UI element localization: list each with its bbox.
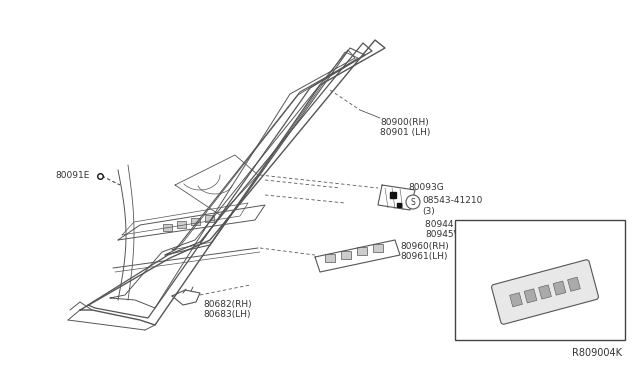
Text: 80682(RH): 80682(RH): [203, 300, 252, 309]
Text: LH POWER WDW: LH POWER WDW: [499, 234, 581, 244]
Bar: [373, 244, 383, 251]
Text: 80945W(LH): 80945W(LH): [425, 230, 481, 239]
Bar: [568, 277, 580, 291]
Bar: [177, 221, 186, 228]
Bar: [509, 293, 522, 307]
FancyBboxPatch shape: [492, 260, 598, 324]
Text: (3): (3): [422, 207, 435, 216]
Text: 80929: 80929: [473, 287, 502, 296]
Bar: [205, 215, 214, 222]
Bar: [191, 218, 200, 225]
Bar: [455, 220, 625, 340]
Bar: [325, 254, 335, 262]
Text: 80683(LH): 80683(LH): [203, 310, 250, 319]
Bar: [539, 285, 552, 299]
Text: 80091E: 80091E: [55, 171, 90, 180]
Text: 80961(LH): 80961(LH): [400, 252, 447, 261]
Bar: [553, 281, 566, 295]
Bar: [524, 289, 537, 303]
Text: S: S: [411, 198, 415, 206]
Bar: [357, 247, 367, 255]
Text: 80960(RH): 80960(RH): [400, 242, 449, 251]
Circle shape: [406, 195, 420, 209]
Text: 80901 (LH): 80901 (LH): [380, 128, 430, 137]
Bar: [163, 224, 172, 231]
Text: R809004K: R809004K: [572, 348, 622, 358]
Text: 80900(RH): 80900(RH): [380, 118, 429, 127]
Text: 80944 (RH): 80944 (RH): [425, 220, 476, 229]
Bar: [341, 250, 351, 259]
Text: 80093G: 80093G: [408, 183, 444, 192]
Text: 08543-41210: 08543-41210: [422, 196, 483, 205]
